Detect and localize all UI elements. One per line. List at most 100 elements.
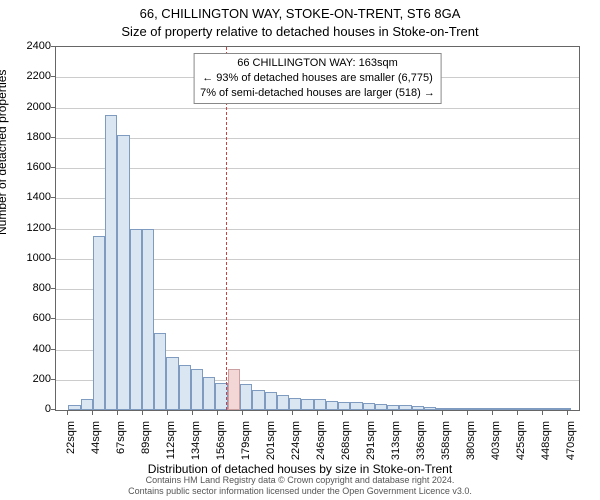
annotation-box: 66 CHILLINGTON WAY: 163sqm ← 93% of deta… xyxy=(193,53,442,104)
x-tick-label: 380sqm xyxy=(465,421,477,471)
gridline xyxy=(56,108,579,109)
x-tick-label: 470sqm xyxy=(565,421,577,471)
x-tick-label: 403sqm xyxy=(490,421,502,471)
x-tick-mark xyxy=(317,411,318,415)
x-tick-mark xyxy=(567,411,568,415)
histogram-bar xyxy=(399,405,411,410)
y-tick-label: 0 xyxy=(6,403,51,415)
histogram-bar xyxy=(203,377,215,410)
y-tick-mark xyxy=(51,228,55,229)
histogram-bar xyxy=(301,399,313,410)
y-tick-label: 2000 xyxy=(6,101,51,113)
x-tick-mark xyxy=(392,411,393,415)
histogram-bar xyxy=(228,369,240,410)
x-tick-mark xyxy=(492,411,493,415)
y-tick-label: 400 xyxy=(6,343,51,355)
histogram-bar xyxy=(473,408,485,410)
x-tick-label: 246sqm xyxy=(315,421,327,471)
y-tick-mark xyxy=(51,197,55,198)
x-tick-mark xyxy=(142,411,143,415)
y-tick-label: 200 xyxy=(6,373,51,385)
histogram-bar xyxy=(68,405,80,410)
y-tick-mark xyxy=(51,107,55,108)
histogram-bar xyxy=(522,408,534,410)
x-tick-mark xyxy=(417,411,418,415)
histogram-bar xyxy=(117,135,129,410)
histogram-bar xyxy=(326,401,338,410)
y-tick-label: 600 xyxy=(6,312,51,324)
footer-attribution: Contains HM Land Registry data © Crown c… xyxy=(0,475,600,497)
y-tick-mark xyxy=(51,258,55,259)
x-tick-mark xyxy=(92,411,93,415)
y-tick-label: 1800 xyxy=(6,131,51,143)
y-tick-label: 1000 xyxy=(6,252,51,264)
footer-line2: Contains public sector information licen… xyxy=(128,486,472,496)
y-tick-mark xyxy=(51,76,55,77)
x-tick-label: 336sqm xyxy=(415,421,427,471)
x-tick-mark xyxy=(342,411,343,415)
histogram-bar xyxy=(93,236,105,410)
gridline xyxy=(56,198,579,199)
x-tick-label: 67sqm xyxy=(115,421,127,471)
x-tick-mark xyxy=(367,411,368,415)
histogram-bar xyxy=(559,408,571,410)
histogram-bar xyxy=(314,399,326,410)
histogram-bar xyxy=(449,408,461,410)
histogram-bar xyxy=(240,384,252,410)
footer-line1: Contains HM Land Registry data © Crown c… xyxy=(146,475,455,485)
x-tick-mark xyxy=(67,411,68,415)
x-tick-label: 44sqm xyxy=(90,421,102,471)
annotation-line2: ← 93% of detached houses are smaller (6,… xyxy=(202,72,433,84)
x-tick-mark xyxy=(217,411,218,415)
x-tick-label: 201sqm xyxy=(265,421,277,471)
x-tick-mark xyxy=(267,411,268,415)
plot-area: 66 CHILLINGTON WAY: 163sqm ← 93% of deta… xyxy=(55,46,580,411)
x-tick-mark xyxy=(517,411,518,415)
histogram-bar xyxy=(424,407,436,410)
histogram-bar xyxy=(166,357,178,410)
x-tick-label: 313sqm xyxy=(390,421,402,471)
histogram-bar xyxy=(81,399,93,410)
y-tick-label: 2200 xyxy=(6,70,51,82)
x-tick-mark xyxy=(242,411,243,415)
histogram-bar xyxy=(534,408,546,410)
x-tick-label: 179sqm xyxy=(240,421,252,471)
x-tick-label: 89sqm xyxy=(140,421,152,471)
x-tick-label: 156sqm xyxy=(215,421,227,471)
histogram-bar xyxy=(130,229,142,411)
y-tick-mark xyxy=(51,46,55,47)
y-tick-label: 2400 xyxy=(6,40,51,52)
histogram-bar xyxy=(412,406,424,410)
gridline xyxy=(56,168,579,169)
histogram-bar xyxy=(363,403,375,410)
annotation-line1: 66 CHILLINGTON WAY: 163sqm xyxy=(237,57,398,69)
histogram-bar xyxy=(179,365,191,410)
histogram-bar xyxy=(154,333,166,410)
histogram-bar xyxy=(350,402,362,410)
y-tick-mark xyxy=(51,137,55,138)
histogram-bar xyxy=(105,115,117,410)
y-tick-mark xyxy=(51,318,55,319)
y-tick-label: 1400 xyxy=(6,191,51,203)
histogram-bar xyxy=(289,398,301,410)
histogram-bar xyxy=(338,402,350,410)
x-tick-mark xyxy=(542,411,543,415)
y-axis-label: Number of detached properties xyxy=(0,70,9,235)
y-tick-mark xyxy=(51,167,55,168)
y-tick-mark xyxy=(51,409,55,410)
histogram-bar xyxy=(547,408,559,410)
histogram-bar xyxy=(510,408,522,410)
x-tick-mark xyxy=(467,411,468,415)
x-tick-mark xyxy=(192,411,193,415)
y-tick-mark xyxy=(51,349,55,350)
histogram-bar xyxy=(485,408,497,410)
y-tick-label: 800 xyxy=(6,282,51,294)
chart-title-line2: Size of property relative to detached ho… xyxy=(0,24,600,39)
histogram-bar xyxy=(375,404,387,410)
chart-container: 66, CHILLINGTON WAY, STOKE-ON-TRENT, ST6… xyxy=(0,0,600,500)
x-tick-mark xyxy=(442,411,443,415)
annotation-line3: 7% of semi-detached houses are larger (5… xyxy=(200,87,435,99)
histogram-bar xyxy=(265,392,277,410)
x-tick-label: 224sqm xyxy=(290,421,302,471)
histogram-bar xyxy=(461,408,473,410)
